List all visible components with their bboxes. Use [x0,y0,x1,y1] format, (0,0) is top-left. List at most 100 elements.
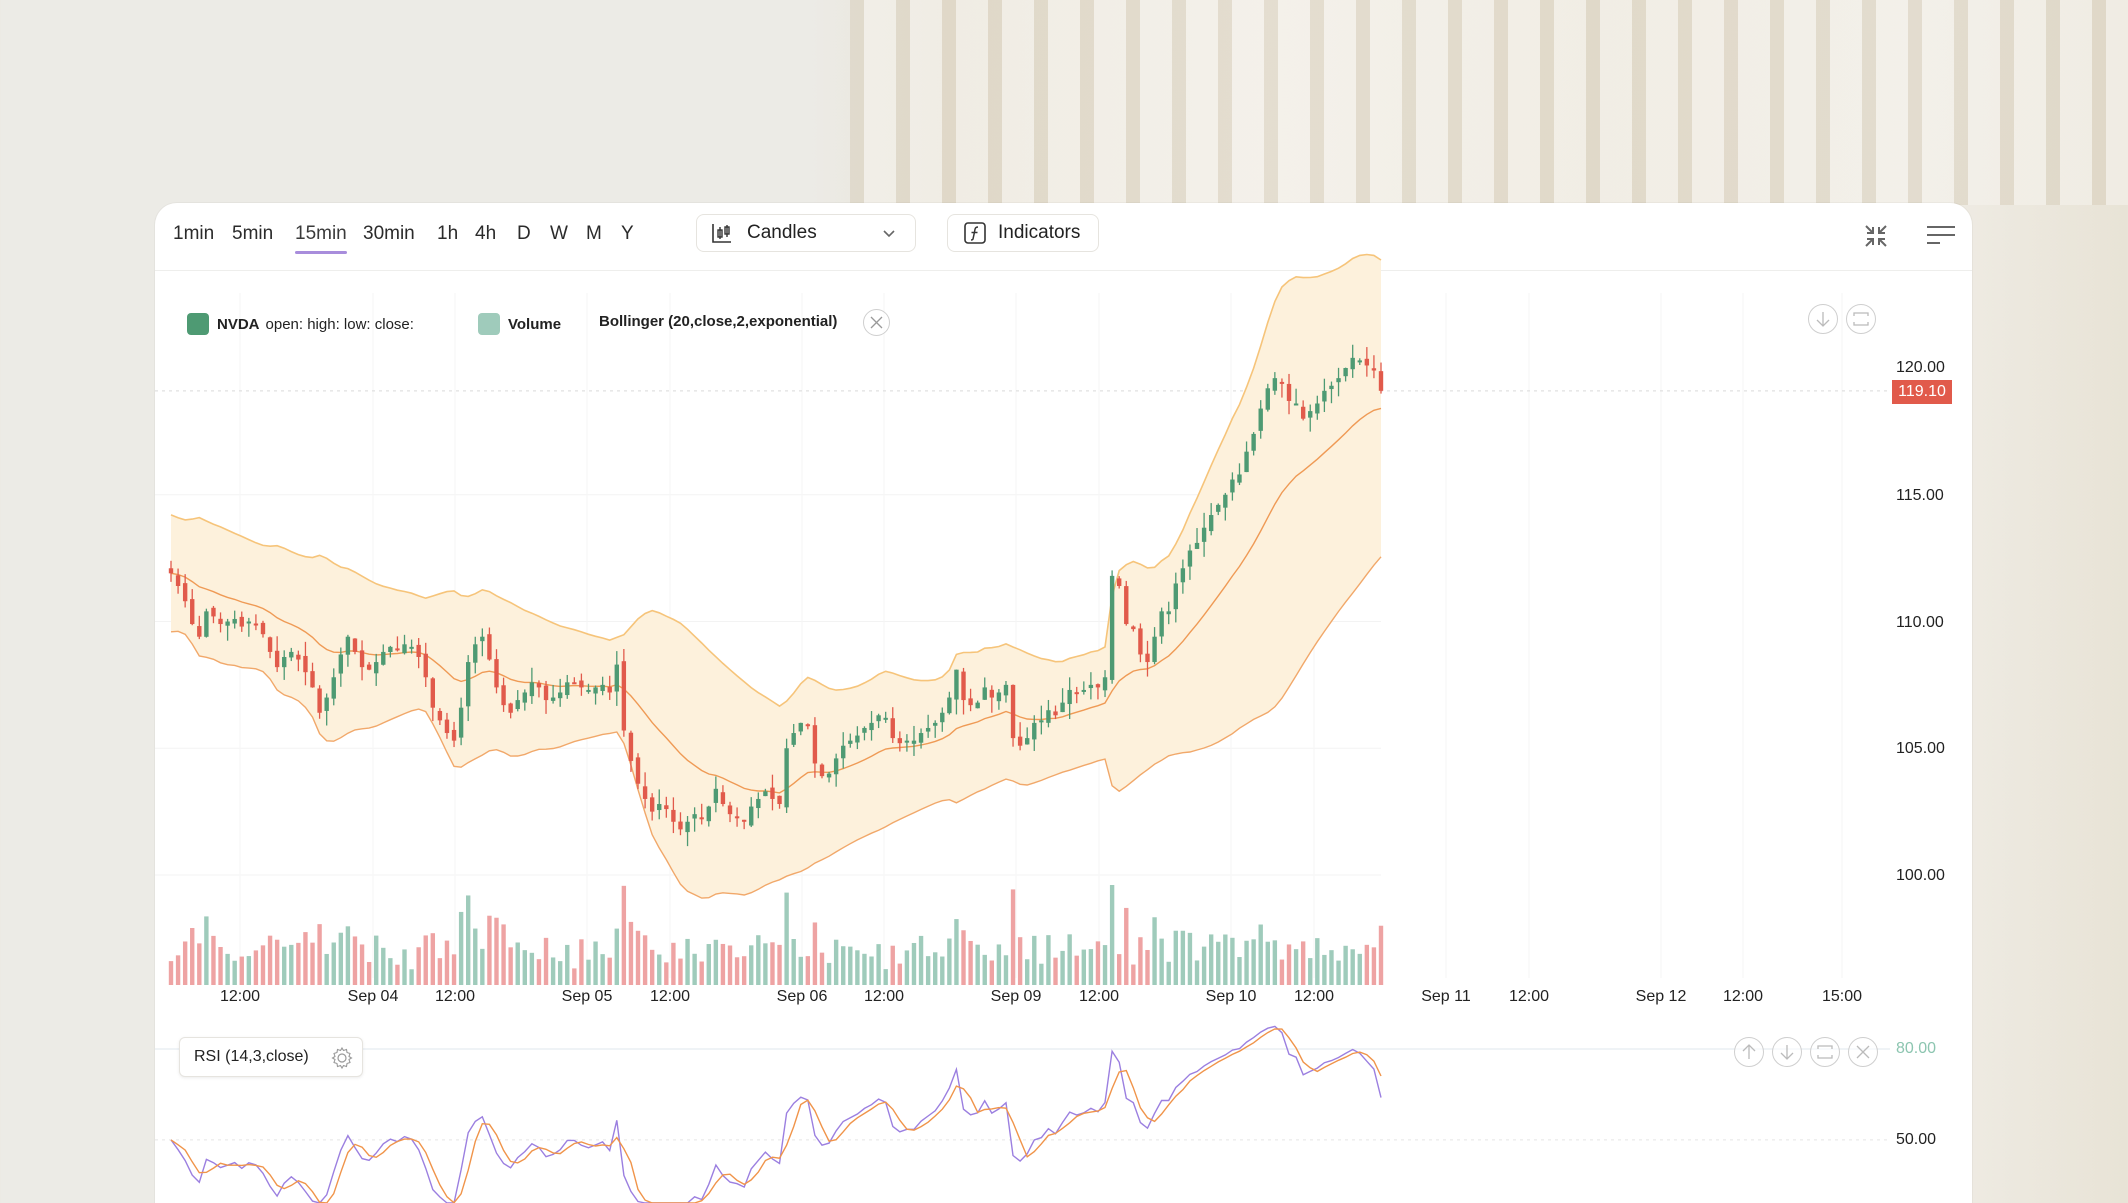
volume-bar [664,962,669,985]
timeframe-30min[interactable]: 30min [363,223,415,244]
candle [190,599,195,625]
candle [833,758,839,775]
time-label: 12:00 [649,988,691,1005]
candle [1180,568,1186,583]
volume-bar [826,962,832,985]
candle [671,809,676,822]
candle [805,724,811,727]
rsi-remove-button[interactable] [1848,1037,1878,1067]
last-price-badge: 119.10 [1892,380,1952,404]
volume-bar [975,944,980,985]
close-icon [1856,1045,1870,1059]
collapse-button[interactable] [1863,223,1889,254]
volume-bar [1230,937,1235,985]
timeframe-m[interactable]: M [586,223,602,244]
indicators-button[interactable]: Indicators [947,214,1099,252]
candle [458,707,464,738]
candle [1357,360,1362,363]
timeframe-y[interactable]: Y [621,223,634,244]
volume-bar [727,945,733,985]
candle [529,682,535,697]
volume-bar [182,941,188,985]
volume-bar [345,926,351,985]
function-icon [964,222,986,244]
menu-button[interactable] [1926,225,1956,252]
volume-bar [1180,930,1186,985]
candle [246,621,252,624]
volume-bar [741,956,747,985]
volume-bar [204,916,209,985]
candle [784,748,789,808]
timeframe-5min[interactable]: 5min [232,223,274,244]
volume-bar [961,930,966,985]
volume-bar [303,932,308,985]
rsi-maximize-button[interactable] [1810,1037,1840,1067]
candle [1187,550,1193,567]
volume-bar [1223,934,1228,985]
collapse-icon [1865,225,1887,247]
time-label: Sep 11 [1421,988,1471,1005]
chart-legend: NVDA open: high: low: close: [187,313,414,335]
candle [182,583,188,602]
rsi-settings-button[interactable] [330,1046,354,1075]
candle [961,671,966,701]
move-down-button[interactable] [1808,304,1838,334]
rsi-move-up-button[interactable] [1734,1037,1764,1067]
price-chart[interactable] [155,203,1972,1203]
timeframe-15min[interactable]: 15min [295,223,347,254]
candle [480,636,485,642]
close-icon [870,316,883,329]
candle [225,621,230,626]
candle [557,692,563,699]
volume-bar [925,956,931,985]
candle [1039,720,1044,723]
time-label: 12:00 [1078,988,1120,1005]
timeframe-d[interactable]: D [517,223,531,244]
price-tick: 100.00 [1896,867,1945,884]
timeframe-w[interactable]: W [550,223,568,244]
volume-bar [168,961,174,985]
candle [826,773,832,778]
volume-bar [444,940,450,985]
remove-bollinger-button[interactable] [863,309,890,336]
timeframe-4h[interactable]: 4h [475,223,497,244]
volume-bar [763,943,768,985]
timeframe-1h[interactable]: 1h [437,223,459,244]
maximize-pane-button[interactable] [1846,304,1876,334]
candle [175,575,181,587]
candle [1272,378,1278,391]
candle [197,626,202,637]
volume-swatch [478,313,500,335]
volume-bar [933,952,938,985]
candle [713,788,719,803]
candle [1265,388,1270,410]
volume-bar [451,954,457,985]
bollinger-legend: Bollinger (20,close,2,exponential) [599,313,837,330]
timeframe-1min[interactable]: 1min [173,223,215,244]
rsi-move-down-button[interactable] [1772,1037,1802,1067]
indicators-label: Indicators [998,222,1081,243]
candle [763,791,768,797]
candle [1074,692,1079,695]
candle [1286,383,1292,401]
candle [1230,479,1235,493]
volume-bar [1308,958,1313,985]
candle [1138,628,1143,655]
candle [770,787,775,799]
chart-type-dropdown[interactable]: Candles [696,214,916,252]
candle [1223,494,1228,508]
candle [565,682,570,696]
volume-legend: Volume [478,313,561,335]
candle [649,797,655,812]
candle [749,806,754,826]
volume-bar [487,915,492,985]
candle [1053,711,1058,716]
volume-bar [557,961,563,985]
candle [1322,390,1327,402]
volume-bar [253,950,259,985]
volume-bar [522,950,527,985]
chart-toolbar: 1min 5min 15min 30min 1h 4h D W M Y Candles Indic… [155,203,1972,271]
candle [699,817,704,820]
volume-bar [1201,946,1207,985]
arrow-down-icon [1816,312,1830,327]
